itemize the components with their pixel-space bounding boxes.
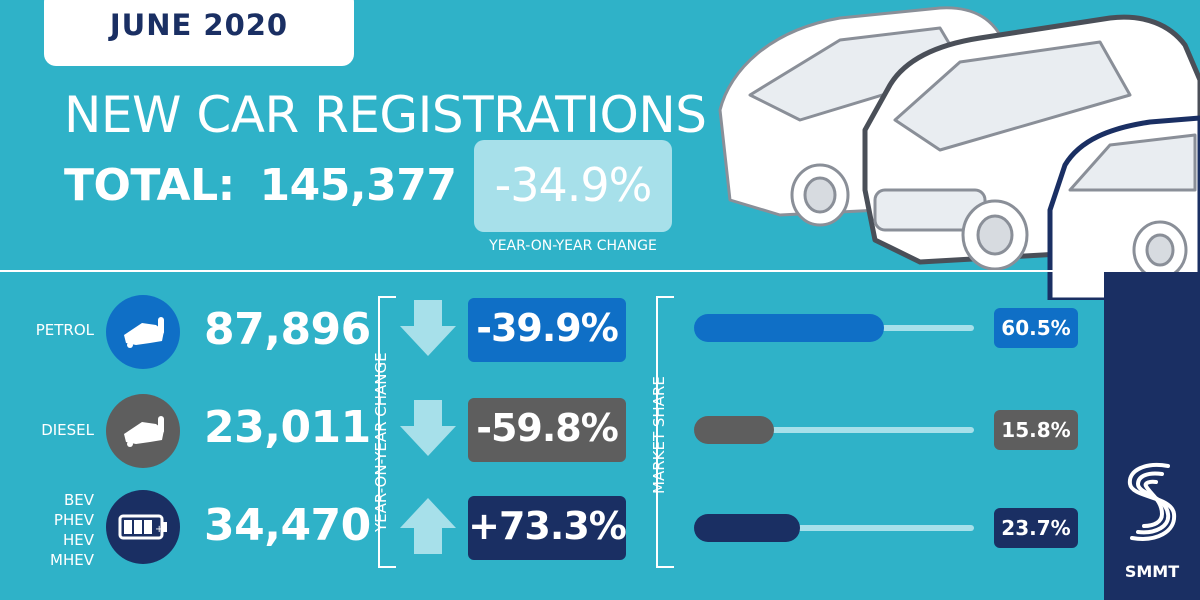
- row-value-electrified: 34,470: [204, 500, 371, 551]
- share-bar-electrified: [694, 514, 800, 542]
- row-change-electrified: +73.3%: [468, 504, 627, 548]
- share-value-diesel: 15.8%: [1001, 418, 1071, 442]
- arrow-down-icon: [400, 400, 456, 456]
- yoy-bracket: [378, 296, 396, 568]
- share-axis-label: MARKET SHARE: [650, 376, 668, 494]
- fuel-pump-icon: [106, 394, 180, 468]
- share-value-electrified: 23.7%: [1001, 516, 1071, 540]
- total-change-caption: YEAR-ON-YEAR CHANGE: [489, 238, 657, 254]
- brand-name: SMMT: [1124, 562, 1180, 581]
- share-bracket: [656, 296, 674, 568]
- row-change-badge-electrified: +73.3%: [468, 496, 627, 560]
- battery-icon: +: [106, 490, 180, 564]
- row-label-diesel: DIESEL: [41, 421, 94, 439]
- page-title: NEW CAR REGISTRATIONS: [64, 86, 707, 144]
- row-value-petrol: 87,896: [204, 304, 371, 355]
- total-change-value: -34.9%: [494, 158, 653, 212]
- share-bar-diesel: [694, 416, 774, 444]
- share-track-electrified: [694, 525, 974, 531]
- yoy-axis-label: YEAR-ON-YEAR CHANGE: [372, 352, 390, 532]
- smmt-logo-icon: [1127, 463, 1177, 541]
- arrow-down-icon: [400, 300, 456, 356]
- cars-illustration: [718, 6, 1200, 300]
- total-change-badge: -34.9%: [474, 140, 672, 232]
- share-bar-petrol: [694, 314, 884, 342]
- arrow-up-icon: [400, 498, 456, 554]
- row-label-petrol: PETROL: [35, 321, 94, 339]
- share-badge-electrified: 23.7%: [994, 508, 1078, 548]
- section-divider: [0, 270, 1100, 272]
- share-badge-diesel: 15.8%: [994, 410, 1078, 450]
- row-label-electrified: BEV PHEV HEV MHEV: [50, 491, 94, 569]
- row-change-badge-petrol: -39.9%: [468, 298, 626, 362]
- total-label: TOTAL:: [64, 160, 235, 211]
- share-badge-petrol: 60.5%: [994, 308, 1078, 348]
- brand-panel: SMMT: [1104, 272, 1200, 600]
- row-change-petrol: -39.9%: [476, 306, 619, 350]
- row-value-diesel: 23,011: [204, 402, 371, 453]
- share-value-petrol: 60.5%: [1001, 316, 1071, 340]
- total-registrations: TOTAL: 145,377: [64, 160, 457, 211]
- row-change-badge-diesel: -59.8%: [468, 398, 626, 462]
- svg-text:+: +: [155, 524, 163, 535]
- date-label: JUNE 2020: [109, 8, 289, 42]
- date-badge: JUNE 2020: [44, 0, 354, 66]
- total-value: 145,377: [259, 160, 457, 211]
- fuel-pump-icon: [106, 295, 180, 369]
- share-track-diesel: [694, 427, 974, 433]
- row-change-diesel: -59.8%: [476, 406, 619, 450]
